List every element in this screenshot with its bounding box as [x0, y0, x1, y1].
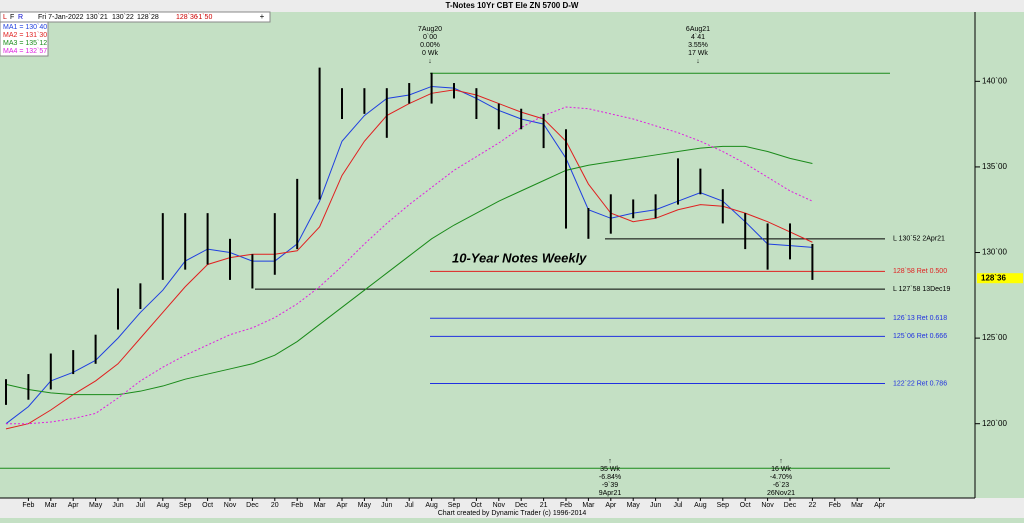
x-tick-label: Mar	[314, 502, 327, 509]
level-label: 122`22 Ret 0.786	[893, 380, 947, 387]
x-tick-label: Oct	[471, 502, 482, 509]
toolbar-item: L	[3, 14, 7, 21]
toolbar-item: 128`36	[176, 14, 198, 21]
annotation: -6`23	[773, 482, 789, 489]
x-tick-label: Apr	[68, 502, 80, 509]
last-price-tag	[977, 273, 1023, 284]
annotation: 35 Wk	[600, 466, 620, 473]
x-tick-label: Apr	[605, 502, 617, 509]
level-label: L 130`52 2Apr21	[893, 236, 945, 243]
x-tick-label: Nov	[493, 502, 506, 509]
title-bar	[0, 0, 1024, 12]
y-tick-label: 140`00	[982, 76, 1007, 85]
level-label: 128`58 Ret 0.500	[893, 268, 947, 275]
x-tick-label: Jul	[405, 502, 414, 509]
annotation: 16 Wk	[771, 466, 791, 473]
legend-entry: MA2 = 131`30	[3, 32, 47, 39]
x-tick-label: Oct	[202, 502, 213, 509]
x-tick-label: Aug	[694, 502, 707, 509]
chart-label: 10-Year Notes Weekly	[452, 250, 587, 265]
annotation: -4.70%	[770, 474, 792, 481]
x-tick-label: Sep	[179, 502, 192, 509]
ma-box	[0, 21, 49, 57]
x-tick-label: May	[358, 502, 372, 509]
x-tick-label: 22	[809, 502, 817, 509]
x-tick-label: Jun	[381, 502, 392, 509]
annotation: 0 Wk	[422, 50, 438, 57]
level-label: L 127`58 13Dec19	[893, 286, 950, 293]
x-tick-label: Oct	[740, 502, 751, 509]
y-tick-label: 120`00	[982, 419, 1007, 428]
annotation: -6.84%	[599, 474, 621, 481]
toolbar-plus: +	[260, 12, 265, 21]
x-tick-label: Dec	[515, 502, 528, 509]
toolbar-item: -1`50	[196, 14, 212, 21]
moving-average	[6, 106, 813, 425]
x-tick-label: Apr	[874, 502, 886, 509]
x-tick-label: Aug	[157, 502, 170, 509]
level-label: 125`06 Ret 0.666	[893, 333, 947, 340]
x-tick-label: Jul	[136, 502, 145, 509]
annotation: 7Aug20	[418, 26, 442, 33]
x-tick-label: Feb	[560, 502, 572, 509]
x-tick-label: Feb	[829, 502, 841, 509]
x-tick-label: Mar	[851, 502, 864, 509]
x-tick-label: Aug	[425, 502, 438, 509]
x-tick-label: Feb	[291, 502, 303, 509]
toolbar-item: 128`28	[137, 14, 159, 21]
x-tick-label: Nov	[761, 502, 774, 509]
footer: Chart created by Dynamic Trader (c) 1996…	[438, 510, 587, 517]
toolbar-item: F	[10, 14, 14, 21]
x-tick-label: Jun	[112, 502, 123, 509]
x-tick-label: Feb	[22, 502, 34, 509]
annotation-arrow: ↓	[428, 58, 432, 65]
x-tick-label: Apr	[337, 502, 349, 509]
annotation-arrow: ↑	[608, 458, 612, 465]
toolbar-item: 130`22	[112, 14, 134, 21]
level-label: 126`13 Ret 0.618	[893, 315, 947, 322]
moving-average	[5, 145, 813, 396]
x-axis-bar	[0, 498, 1024, 518]
x-tick-label: May	[627, 502, 641, 509]
x-tick-label: Mar	[582, 502, 595, 509]
toolbar-item: R	[18, 14, 23, 21]
x-tick-label: May	[89, 502, 103, 509]
annotation: -9`39	[602, 482, 618, 489]
annotation: 3.55%	[688, 42, 708, 49]
x-tick-label: Jul	[674, 502, 683, 509]
annotation-arrow: ↓	[696, 58, 700, 65]
x-tick-label: Dec	[784, 502, 797, 509]
chart-title: T-Notes 10Yr CBT Ele ZN 5700 D-W	[446, 1, 579, 10]
annotation-arrow: ↑	[779, 458, 783, 465]
x-tick-label: Sep	[448, 502, 461, 509]
x-tick-label: Jun	[650, 502, 661, 509]
x-tick-label: Mar	[45, 502, 58, 509]
annotation: 6Aug21	[686, 26, 710, 33]
annotation: 17 Wk	[688, 50, 708, 57]
x-tick-label: Dec	[246, 502, 259, 509]
legend-entry: MA3 = 135`12	[3, 40, 47, 47]
toolbar	[0, 11, 271, 23]
last-price-label: 128`36	[981, 273, 1006, 282]
annotation: 0.00%	[420, 42, 440, 49]
y-tick-label: 125`00	[982, 333, 1007, 342]
legend-entry: MA4 = 132`57	[3, 48, 47, 55]
y-tick-label: 135`00	[982, 162, 1007, 171]
annotation: 0`00	[423, 34, 437, 41]
x-tick-label: Sep	[717, 502, 730, 509]
x-tick-label: 21	[540, 502, 548, 509]
y-tick-label: 130`00	[982, 248, 1007, 257]
x-tick-label: Nov	[224, 502, 237, 509]
x-tick-label: 20	[271, 502, 279, 509]
annotation: 26Nov21	[767, 490, 795, 497]
toolbar-item: 130`21	[86, 14, 108, 21]
toolbar-item: Fri 7-Jan-2022	[38, 14, 84, 21]
legend-entry: MA1 = 130`40	[3, 24, 47, 31]
annotation: 4`41	[691, 34, 705, 41]
annotation: 9Apr21	[599, 490, 622, 497]
